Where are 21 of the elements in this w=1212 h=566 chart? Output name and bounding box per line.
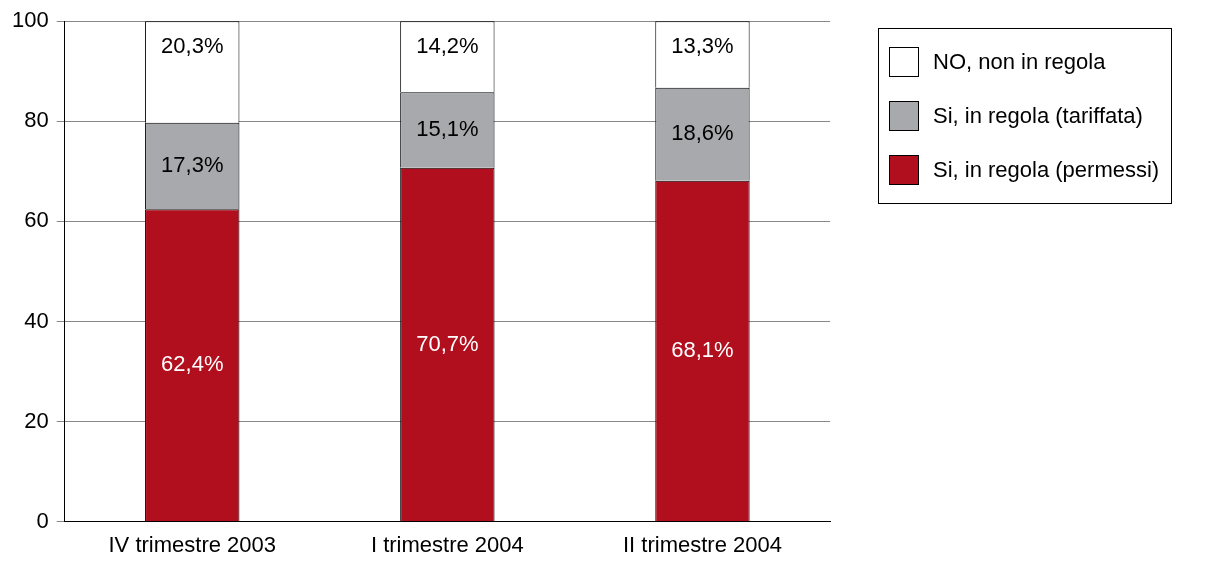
data-label: 18,6% bbox=[671, 120, 734, 146]
data-label: 14,2% bbox=[416, 33, 479, 59]
text: NO, non in regola bbox=[933, 49, 1106, 75]
y-tick-label: 80 bbox=[24, 107, 49, 133]
data-label: 17,3% bbox=[161, 152, 224, 178]
data-label: 15,1% bbox=[416, 116, 479, 142]
y-tick-label: 100 bbox=[11, 7, 49, 33]
data-label: 70,7% bbox=[416, 330, 479, 356]
x-tick-label: II trimestre 2004 bbox=[622, 531, 782, 557]
data-label: 20,3% bbox=[161, 33, 224, 59]
data-label: 13,3% bbox=[671, 33, 734, 59]
x-tick-label: I trimestre 2004 bbox=[370, 531, 524, 557]
x-tick-label: IV trimestre 2003 bbox=[108, 531, 277, 557]
y-tick-label: 60 bbox=[24, 207, 49, 233]
data-label: 62,4% bbox=[161, 351, 224, 377]
legend-label: Si, in regola (permessi) bbox=[933, 157, 1160, 183]
data-label: 68,1% bbox=[671, 337, 734, 363]
y-tick-label: 0 bbox=[36, 507, 49, 533]
legend-label: Si, in regola (tariffata) bbox=[933, 103, 1143, 129]
y-tick-label: 40 bbox=[24, 307, 49, 333]
y-tick-label: 20 bbox=[24, 407, 49, 433]
